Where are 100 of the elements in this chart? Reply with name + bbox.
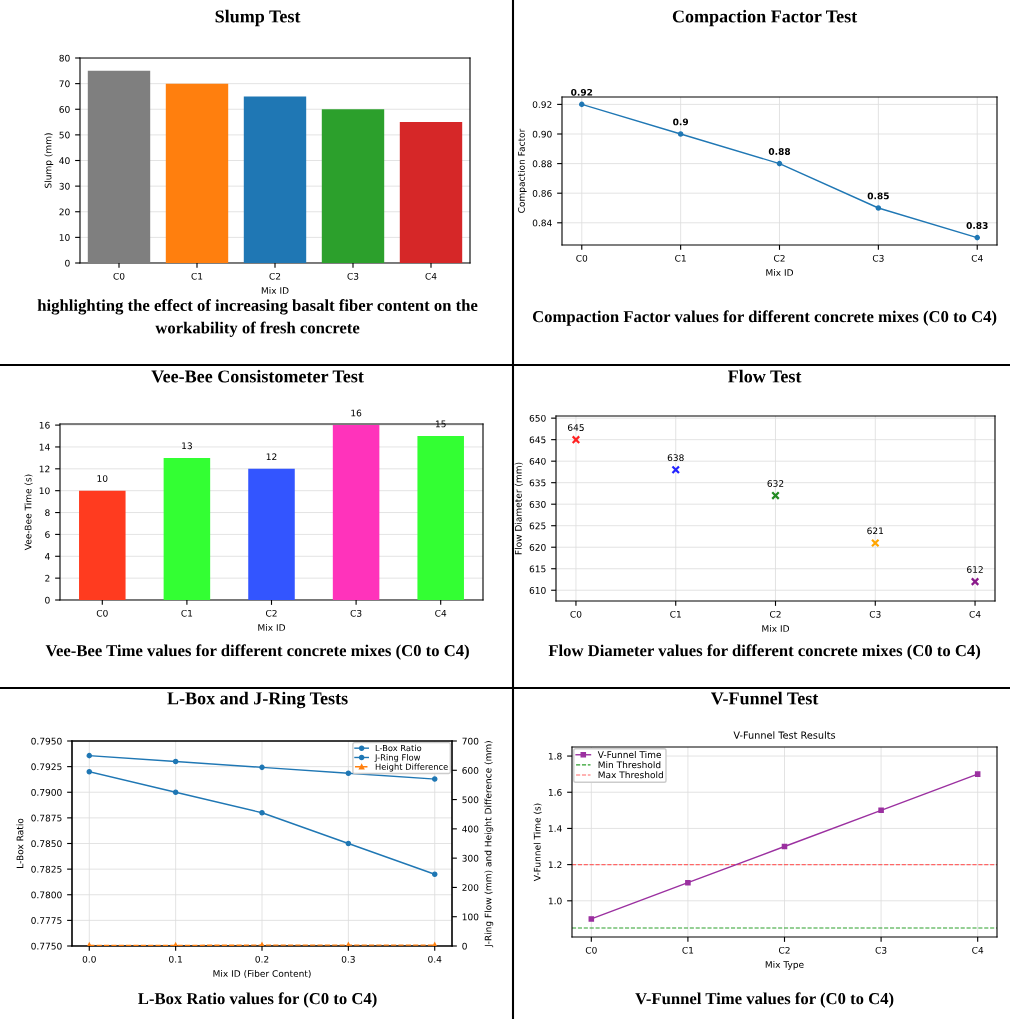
x-tick-label: C1 xyxy=(191,272,203,280)
chart-subtitle: V-Funnel Test Results xyxy=(733,731,836,739)
y-tick-label: 1.6 xyxy=(548,788,562,796)
x-tick-label: 0.4 xyxy=(428,955,442,963)
y-tick-label: 620 xyxy=(529,543,546,551)
point xyxy=(870,538,880,548)
point xyxy=(578,101,585,108)
x-tick-label: C4 xyxy=(972,946,984,954)
y2-tick-label: 500 xyxy=(462,796,479,804)
y-tick-label: 60 xyxy=(59,105,70,113)
legend-label: J-Ring Flow xyxy=(374,754,421,763)
x-axis-title: Mix ID xyxy=(261,287,289,294)
x-axis-title: Mix ID (Fiber Content) xyxy=(213,970,311,979)
point xyxy=(86,752,93,759)
y-tick-label: 635 xyxy=(529,479,546,487)
point xyxy=(677,131,684,137)
y2-tick-label: 100 xyxy=(462,913,479,921)
y-tick-label: 30 xyxy=(59,182,70,190)
data-label: 15 xyxy=(435,420,446,428)
point xyxy=(974,234,981,241)
y-tick-label: 12 xyxy=(39,465,50,473)
legend-label: Height Difference xyxy=(375,763,448,772)
point xyxy=(771,491,780,500)
x-tick-label: C0 xyxy=(585,946,597,954)
x-tick-label: C3 xyxy=(350,609,362,617)
x-tick-label: 0.0 xyxy=(82,955,96,963)
y-tick-label: 50 xyxy=(59,131,70,139)
point xyxy=(345,770,352,776)
y2-tick-label: 300 xyxy=(462,854,479,862)
legend-label: V-Funnel Time xyxy=(597,751,662,759)
y-tick-label: 20 xyxy=(59,208,70,216)
point xyxy=(671,465,681,475)
y-axis-title: Compaction Factor xyxy=(517,128,527,213)
legend-label: L-Box Ratio xyxy=(375,744,422,752)
y2-tick-label: 700 xyxy=(462,737,479,745)
y-tick-label: 645 xyxy=(529,436,546,444)
data-label: 0.92 xyxy=(571,88,593,96)
x-tick-label: 0.1 xyxy=(169,955,182,963)
y-tick-label: 0 xyxy=(65,259,70,267)
y-tick-label: 650 xyxy=(529,414,546,422)
y-tick-label: 0.86 xyxy=(532,189,552,197)
data-label: 0.9 xyxy=(673,118,689,126)
x-tick-label: 0.3 xyxy=(341,955,355,963)
y-tick-label: 0.7775 xyxy=(31,917,62,924)
y-tick-label: 10 xyxy=(39,487,50,495)
y-tick-label: 0.84 xyxy=(532,219,552,227)
y-tick-label: 2 xyxy=(45,574,50,582)
point xyxy=(172,789,179,796)
y-tick-label: 1.8 xyxy=(548,752,562,760)
point xyxy=(970,577,980,587)
chart-title: Compaction Factor Test xyxy=(672,9,858,27)
x-tick-label: 0.2 xyxy=(255,955,269,963)
data-label: 12 xyxy=(266,453,277,460)
x-tick-label: C2 xyxy=(773,254,785,262)
y-tick-label: 6 xyxy=(45,531,50,538)
y-tick-label: 1.2 xyxy=(548,861,562,869)
data-label: 16 xyxy=(351,409,362,417)
y-tick-label: 16 xyxy=(39,421,50,429)
y-tick-label: 8 xyxy=(45,509,50,517)
y-tick-label: 0.92 xyxy=(532,101,552,108)
data-label: 621 xyxy=(867,527,884,535)
y-tick-label: 0.90 xyxy=(532,130,552,138)
y-axis-title: L-Box Ratio xyxy=(16,818,24,868)
point xyxy=(685,879,691,886)
x-tick-label: C1 xyxy=(670,610,681,618)
y-tick-label: 40 xyxy=(59,157,70,165)
data-label: 0.83 xyxy=(966,222,988,229)
y2-tick-label: 400 xyxy=(462,825,479,833)
x-axis-title: Mix Type xyxy=(765,961,804,970)
y-tick-label: 630 xyxy=(529,500,546,508)
x-axis-title: Mix ID xyxy=(762,625,790,632)
y-tick-label: 0.7900 xyxy=(31,788,62,796)
y-tick-label: 10 xyxy=(59,234,70,241)
y-tick-label: 1.4 xyxy=(548,825,562,832)
point xyxy=(776,160,783,167)
bar xyxy=(79,490,126,600)
y-axis-title: Flow Diameter (mm) xyxy=(514,462,523,555)
data-label: 0.88 xyxy=(768,148,791,155)
point xyxy=(431,776,438,782)
point xyxy=(588,916,595,922)
x-tick-label: C2 xyxy=(769,610,781,618)
point xyxy=(259,764,265,771)
data-label: 612 xyxy=(967,566,983,573)
y-tick-label: 1.0 xyxy=(548,897,562,905)
point xyxy=(172,758,179,765)
x-tick-label: C4 xyxy=(969,610,981,618)
y2-tick-label: 200 xyxy=(462,884,479,891)
x-tick-label: C0 xyxy=(576,254,588,262)
x-axis-title: Mix ID xyxy=(766,269,794,276)
x-tick-label: C3 xyxy=(869,610,881,618)
y-tick-label: 0.7750 xyxy=(31,942,62,950)
text: V-Funnel Time values for (C0 to C4) xyxy=(635,992,894,1008)
chart-title: Vee-Bee Consistometer Test xyxy=(151,369,364,383)
x-tick-label: C4 xyxy=(971,254,983,262)
y-tick-label: 14 xyxy=(39,443,50,451)
x-tick-label: C1 xyxy=(675,254,686,262)
y-tick-label: 0.7925 xyxy=(31,763,62,771)
text: Vee-Bee Time values for different concrete mixes (C0 to C4) xyxy=(45,644,469,660)
x-tick-label: C0 xyxy=(96,609,108,617)
point xyxy=(875,205,882,211)
